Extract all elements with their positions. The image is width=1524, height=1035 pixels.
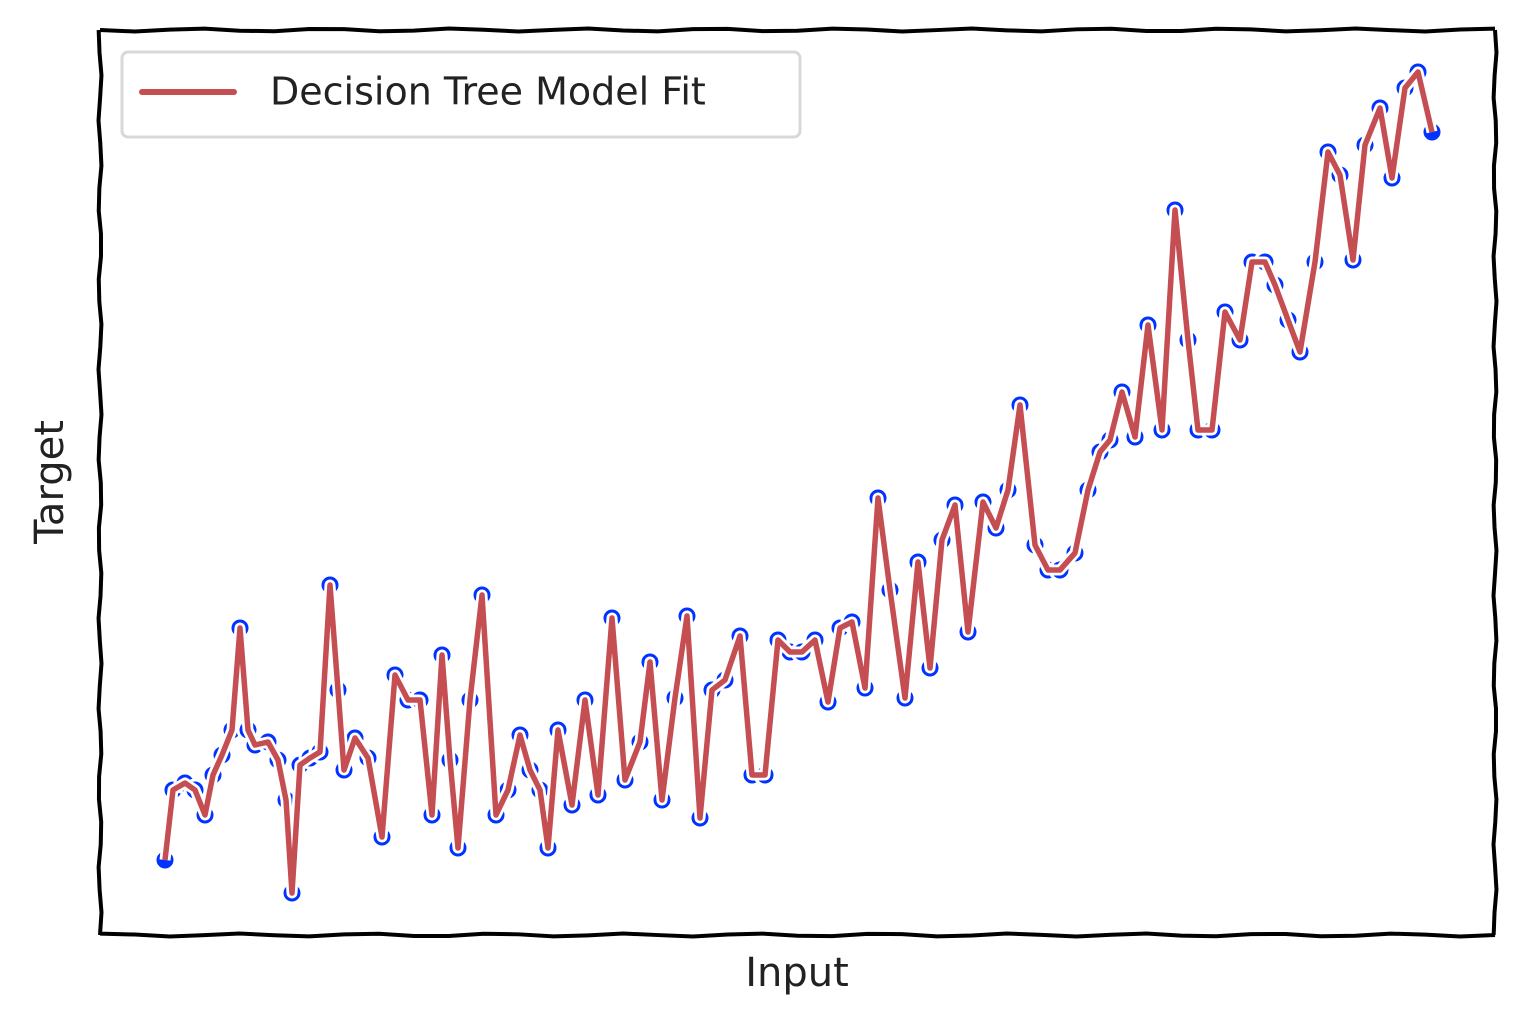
plot-frame: [96, 26, 1499, 939]
fit-line: [162, 69, 1435, 896]
legend-box: [120, 50, 802, 139]
legend-label: Decision Tree Model Fit: [270, 70, 706, 114]
y-axis-label: Target: [27, 420, 73, 545]
x-axis-label: Input: [745, 950, 849, 996]
